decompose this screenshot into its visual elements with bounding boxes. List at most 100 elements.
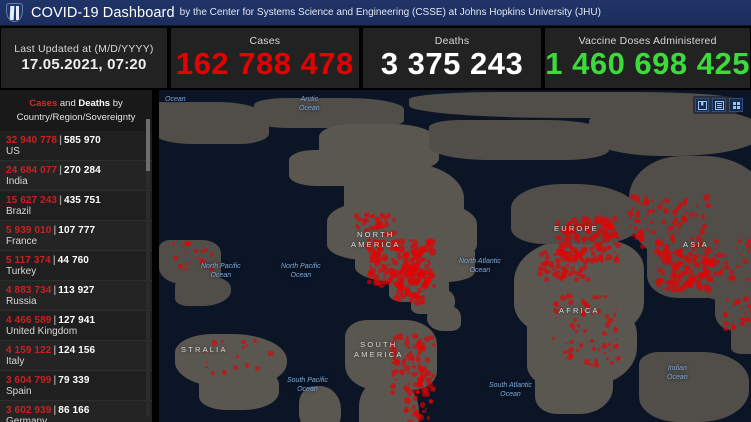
case-dot [415, 389, 420, 394]
case-dot [645, 199, 651, 205]
case-dot [737, 239, 742, 243]
case-dot [657, 267, 663, 274]
case-dot [713, 239, 719, 244]
case-dot [613, 251, 616, 254]
list-item[interactable]: 24 684 077 | 270 284 India [0, 160, 152, 191]
case-dot [668, 255, 672, 259]
vaccine-value: 1 460 698 425 [545, 46, 750, 82]
case-dot [679, 261, 685, 266]
continent-label: STRALIA [181, 345, 228, 354]
case-dot [558, 242, 565, 248]
row-country: France [6, 235, 38, 247]
case-dot [683, 271, 686, 274]
case-dot [559, 254, 566, 261]
continent-label: NORTH AMERICA [351, 230, 401, 250]
case-dot [204, 248, 209, 253]
list-item[interactable]: 3 602 939 | 86 166 Germany [0, 400, 152, 422]
case-dot [729, 270, 735, 275]
case-dot [564, 358, 567, 361]
case-dot [690, 244, 696, 250]
list-item[interactable]: 4 883 734 | 113 927 Russia [0, 280, 152, 311]
case-dot [715, 261, 718, 264]
case-dot [675, 266, 679, 270]
case-dot [704, 246, 712, 254]
case-dot [206, 361, 209, 364]
case-dot [427, 259, 431, 263]
case-dot [589, 362, 594, 366]
case-dot [397, 283, 404, 290]
case-dot [569, 346, 575, 352]
case-dot [703, 283, 710, 290]
list-item[interactable]: 5 117 374 | 44 760 Turkey [0, 250, 152, 281]
grid-view-button[interactable] [729, 98, 743, 112]
list-item[interactable]: 4 159 122 | 124 156 Italy [0, 340, 152, 371]
map-controls[interactable] [693, 96, 745, 114]
case-dot [580, 247, 584, 251]
case-dot [661, 201, 665, 205]
case-dot [657, 250, 661, 255]
case-dot [554, 234, 560, 240]
case-dot [598, 217, 604, 223]
case-dot [390, 347, 397, 354]
case-dot [735, 246, 739, 250]
case-dot [747, 250, 751, 253]
list-item[interactable]: 4 466 589 | 127 941 United Kingdom [0, 310, 152, 341]
case-dot [389, 340, 396, 348]
case-dot [423, 268, 427, 272]
case-dot [355, 223, 359, 226]
country-list[interactable]: 32 940 778 | 585 970 US 24 684 077 | 270 284 In… [0, 130, 152, 422]
row-deaths: 435 751 [63, 194, 101, 206]
case-dot [416, 277, 422, 283]
list-item[interactable]: 5 939 010 | 107 777 France [0, 220, 152, 251]
case-dot [584, 217, 591, 224]
case-dot [694, 244, 699, 249]
case-dot [596, 244, 603, 251]
sidebar-scrollbar[interactable] [146, 119, 150, 417]
case-dot [551, 336, 556, 341]
case-dot [564, 255, 569, 260]
case-dot [206, 267, 208, 270]
sidebar-scrollbar-thumb[interactable] [146, 119, 150, 171]
case-dot [220, 339, 225, 343]
case-dot [615, 235, 620, 240]
case-dot [356, 216, 363, 222]
case-dot [388, 239, 397, 248]
case-dot [702, 266, 706, 270]
case-dot [661, 270, 666, 276]
list-item[interactable]: 15 627 243 | 435 751 Brazil [0, 190, 152, 221]
case-dot [607, 343, 612, 347]
landmass [731, 326, 751, 354]
legend-bookmark-button[interactable] [695, 98, 709, 112]
case-dot [414, 343, 420, 350]
world-map[interactable]: Ocean Arctic Ocean North Pacific Ocean Nort… [159, 90, 751, 422]
case-dot [745, 316, 751, 323]
row-cases: 32 940 778 [6, 134, 58, 146]
case-dot [184, 267, 188, 271]
row-separator: | [53, 374, 57, 386]
case-dot [669, 235, 676, 241]
case-dot [679, 288, 682, 291]
case-dot [172, 242, 176, 245]
case-dot [662, 207, 670, 215]
case-dot [633, 195, 640, 201]
case-dot [416, 291, 420, 296]
case-dot [568, 273, 571, 277]
country-sidebar[interactable]: Cases and Deaths by Country/Region/Sover… [0, 90, 152, 422]
case-dot [604, 228, 608, 232]
case-dot [547, 269, 551, 273]
list-view-button[interactable] [712, 98, 726, 112]
list-item[interactable]: 32 940 778 | 585 970 US [0, 130, 152, 161]
case-dot [382, 231, 387, 236]
case-dot [196, 256, 199, 260]
case-dot [384, 216, 389, 221]
case-dot [582, 247, 587, 251]
case-dot [422, 300, 426, 304]
case-dot [389, 267, 393, 271]
case-dot [385, 282, 388, 285]
case-dot [570, 227, 576, 233]
sidebar-header-line2: Country/Region/Sovereignty [16, 111, 136, 123]
list-item[interactable]: 3 604 799 | 79 339 Spain [0, 370, 152, 401]
case-dot [386, 233, 391, 238]
case-dot [695, 279, 702, 286]
case-dot [416, 355, 420, 359]
